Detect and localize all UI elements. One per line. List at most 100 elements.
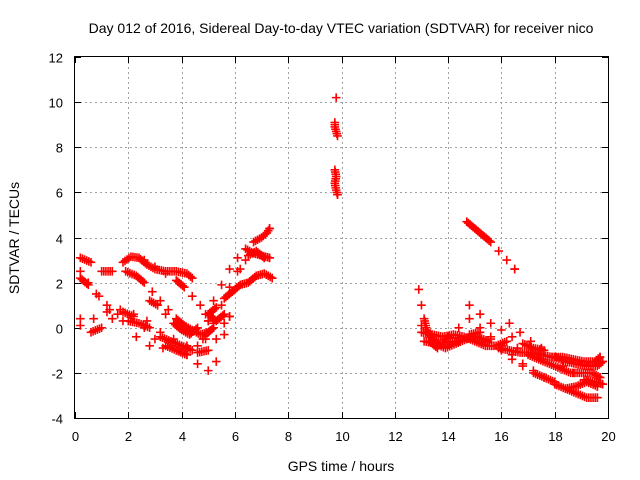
plot-frame: [74, 56, 609, 419]
data-point-marker: [187, 346, 197, 355]
data-point-marker: [598, 379, 607, 389]
data-point-marker: [182, 350, 192, 360]
data-point-marker: [518, 359, 528, 369]
x-tick-label: 14: [441, 429, 455, 444]
x-tick-label: 18: [548, 429, 562, 444]
x-tick-label: 12: [388, 429, 402, 444]
y-tick-label: 10: [49, 96, 63, 111]
x-tick-label: 6: [232, 429, 239, 444]
data-point-marker: [217, 280, 226, 290]
data-point-marker: [333, 190, 342, 199]
data-point-marker: [211, 357, 221, 366]
data-point-marker: [139, 255, 149, 265]
data-point-marker: [465, 314, 474, 324]
data-point-marker: [161, 269, 170, 278]
data-point-marker: [486, 332, 496, 342]
data-point-marker: [131, 332, 141, 342]
data-point-marker: [507, 332, 517, 342]
x-tick-label: 10: [335, 429, 349, 444]
data-point-marker: [209, 318, 218, 328]
data-point-marker: [333, 131, 342, 141]
data-point-marker: [195, 300, 205, 310]
data-point-marker: [593, 393, 602, 402]
data-point-marker: [84, 280, 93, 290]
data-point-marker: [193, 323, 202, 333]
data-point-marker: [265, 253, 274, 263]
series-track-17: [505, 318, 607, 389]
data-point-marker: [547, 352, 557, 362]
data-point-marker: [153, 300, 162, 310]
data-point-marker: [203, 346, 213, 355]
data-point-marker: [89, 314, 98, 324]
data-point-marker: [475, 323, 485, 333]
series-track-10: [203, 269, 277, 319]
data-point-marker: [417, 300, 426, 310]
data-point-marker: [139, 323, 149, 333]
data-point-marker: [108, 314, 117, 324]
series-track-09: [201, 224, 274, 344]
data-point-marker: [502, 255, 512, 265]
data-point-marker: [486, 318, 496, 328]
series-track-06: [121, 267, 213, 339]
data-point-marker: [515, 327, 525, 337]
data-point-marker: [76, 314, 85, 324]
data-point-marker: [76, 267, 85, 276]
y-tick-label: 0: [56, 322, 63, 337]
data-point-marker: [267, 273, 277, 283]
data-point-marker: [187, 291, 197, 301]
data-point-marker: [211, 334, 221, 344]
data-point-marker: [155, 296, 165, 305]
y-tick-label: 2: [56, 277, 63, 292]
data-point-marker: [193, 359, 202, 369]
data-point-marker: [129, 309, 138, 319]
data-point-marker: [139, 278, 149, 287]
data-point-marker: [569, 368, 578, 378]
data-point-marker: [331, 93, 341, 102]
y-axis-label: SDTVAR / TECUs: [6, 182, 22, 294]
data-point-marker: [211, 303, 221, 312]
data-point-marker: [161, 309, 170, 319]
data-point-marker: [147, 287, 157, 296]
data-point-marker: [529, 366, 538, 375]
data-point-marker: [113, 309, 122, 319]
data-point-marker: [217, 300, 226, 310]
y-tick-label: 12: [49, 51, 63, 66]
series-track-08: [145, 244, 274, 339]
data-point-marker: [526, 336, 536, 346]
data-point-marker: [233, 267, 242, 276]
x-axis-label: GPS time / hours: [288, 458, 395, 474]
y-tick-label: -2: [51, 367, 63, 382]
data-point-marker: [598, 357, 607, 366]
x-tick-label: 0: [72, 429, 79, 444]
axes: 0 2 4 6 8 10 12 14 16 18 20 -4 -2 0 2 4 6 8 10 12: [49, 51, 616, 445]
data-point-marker: [510, 264, 520, 274]
data-point-marker: [97, 323, 106, 333]
series-track-16: [465, 300, 607, 371]
data-point-marker: [187, 273, 197, 283]
y-tick-label: -4: [51, 412, 63, 427]
y-tick-label: 8: [56, 141, 63, 156]
data-point-marker: [203, 316, 213, 326]
series-track-11: [330, 93, 342, 199]
data-point-marker: [86, 258, 96, 267]
data-point-marker: [219, 309, 229, 319]
x-tick-label: 2: [125, 429, 132, 444]
x-tick-label: 16: [494, 429, 508, 444]
data-point-marker: [225, 312, 234, 321]
data-point-marker: [494, 246, 504, 256]
data-point-marker: [193, 341, 202, 351]
chart-title: Day 012 of 2016, Sidereal Day-to-day VTE…: [89, 20, 594, 36]
series-track-05: [76, 305, 229, 357]
data-point-marker: [225, 264, 234, 274]
data-point-marker: [182, 341, 192, 351]
data-point-marker: [497, 325, 506, 335]
data-point-marker: [417, 321, 426, 330]
data-point-marker: [483, 336, 493, 346]
data-point-marker: [558, 361, 567, 371]
data-point-marker: [414, 285, 424, 294]
data-point-marker: [203, 327, 213, 337]
series-track-04: [76, 307, 234, 375]
data-point-marker: [219, 318, 229, 328]
x-tick-label: 20: [601, 429, 615, 444]
